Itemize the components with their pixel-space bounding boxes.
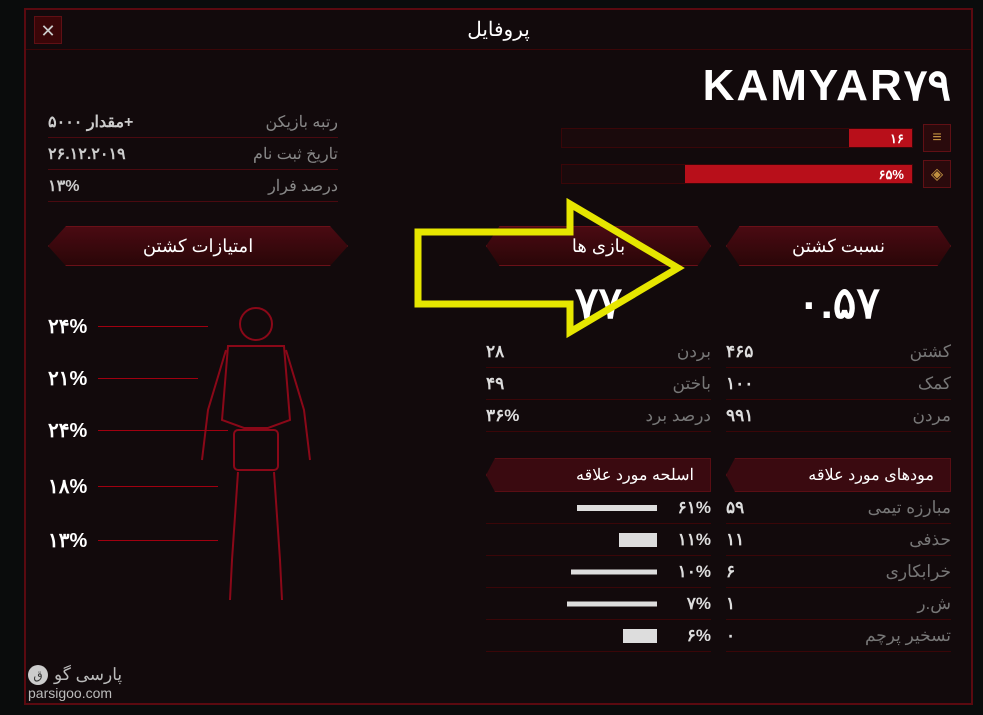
stat-row: ش.ر ۱ (726, 588, 951, 620)
hit-line (98, 430, 228, 431)
games-count-value: ۷۷ (486, 278, 711, 329)
weapon-pct: ۶% (667, 626, 711, 646)
info-row: درصد فرار ۱۳% (48, 170, 338, 202)
info-row: تاریخ ثبت نام ۲۶.۱۲.۲۰۱۹ (48, 138, 338, 170)
info-label: درصد فرار (268, 176, 338, 196)
xp-row: ◈ ۶۵% (561, 156, 951, 192)
stat-value: ۶ (726, 562, 735, 582)
kill-stats: کشتن ۴۶۵کمک ۱۰۰مردن ۹۹۱ (726, 336, 951, 432)
hit-line (98, 326, 208, 327)
title-bar: پروفایل ✕ (26, 10, 971, 50)
hit-pct: ۱۳% (48, 528, 87, 553)
hit-pct: ۲۴% (48, 314, 87, 339)
xp-bar: ۱۶ (561, 128, 913, 148)
stat-row: تسخیر پرچم ۰ (726, 620, 951, 652)
xp-row: ≡ ۱۶ (561, 120, 951, 156)
stat-label: تسخیر پرچم (865, 626, 951, 646)
weapon-pct: ۶۱% (667, 498, 711, 518)
stat-value: ۱۰۰ (726, 374, 753, 394)
stat-value: ۱۱ (726, 530, 744, 550)
weapon-icon (486, 531, 657, 549)
info-row: رتبه بازیکن +مقدار ۵۰۰۰ (48, 106, 338, 138)
weapon-pct: ۱۱% (667, 530, 711, 550)
stat-value: ۵۹ (726, 498, 744, 518)
watermark: قپارسی گو parsigoo.com (28, 665, 122, 701)
fav-weapons-list: ۶۱% ۱۱% ۱۰% ۷% ۶% (486, 492, 711, 652)
stat-label: کمک (918, 374, 951, 394)
weapon-icon (486, 627, 657, 645)
stat-label: کشتن (910, 342, 951, 362)
profile-panel: پروفایل ✕ KAMYAR۷۹ ≡ ۱۶ ◈ ۶۵% رتبه بازیک… (24, 8, 973, 705)
close-button[interactable]: ✕ (34, 16, 62, 44)
player-name: KAMYAR۷۹ (703, 60, 951, 111)
hit-pct: ۱۸% (48, 474, 87, 499)
stat-label: مردن (912, 406, 951, 426)
stat-value: ۳۶% (486, 406, 519, 426)
title: پروفایل (467, 17, 530, 42)
xp-label: ۶۵% (878, 165, 904, 185)
stat-row: خرابکاری ۶ (726, 556, 951, 588)
hit-line (98, 540, 218, 541)
info-value: +مقدار ۵۰۰۰ (48, 112, 133, 132)
hit-pct: ۲۴% (48, 418, 87, 443)
stat-label: حذفی (909, 530, 951, 550)
stat-value: ۹۹۱ (726, 406, 753, 426)
stat-label: مبارزه تیمی (868, 498, 951, 518)
tab-fav-modes: مودهای مورد علاقه (726, 458, 951, 492)
game-stats: بردن ۲۸باختن ۴۹درصد برد ۳۶% (486, 336, 711, 432)
tab-games[interactable]: بازی ها (486, 226, 711, 266)
stat-value: ۴۹ (486, 374, 504, 394)
rank-icon: ≡ (923, 124, 951, 152)
stat-row: کشتن ۴۶۵ (726, 336, 951, 368)
hit-line (98, 486, 218, 487)
watermark-icon: ق (28, 665, 48, 685)
stat-value: ۰ (726, 626, 735, 646)
info-label: رتبه بازیکن (265, 112, 338, 132)
stat-row: بردن ۲۸ (486, 336, 711, 368)
weapon-icon (486, 595, 657, 613)
weapon-row: ۱۱% (486, 524, 711, 556)
stat-label: ش.ر (917, 594, 951, 614)
stat-row: کمک ۱۰۰ (726, 368, 951, 400)
stat-value: ۲۸ (486, 342, 504, 362)
stat-row: حذفی ۱۱ (726, 524, 951, 556)
xp-bars: ≡ ۱۶ ◈ ۶۵% (561, 120, 951, 192)
rank-icon: ◈ (923, 160, 951, 188)
stat-label: درصد برد (645, 406, 711, 426)
hit-distribution: ۲۴% ۲۱% ۲۴% ۱۸% ۱۳% (48, 300, 348, 670)
stat-label: خرابکاری (886, 562, 951, 582)
fav-modes-list: مبارزه تیمی ۵۹حذفی ۱۱خرابکاری ۶ش.ر ۱تسخی… (726, 492, 951, 652)
stat-value: ۴۶۵ (726, 342, 753, 362)
weapon-icon (486, 563, 657, 581)
xp-bar: ۶۵% (561, 164, 913, 184)
tab-fav-weapons: اسلحه مورد علاقه (486, 458, 711, 492)
stat-label: باختن (673, 374, 712, 394)
xp-label: ۱۶ (890, 129, 904, 149)
hit-pct: ۲۱% (48, 366, 87, 391)
stat-row: درصد برد ۳۶% (486, 400, 711, 432)
body-figure (168, 300, 338, 620)
weapon-pct: ۷% (667, 594, 711, 614)
stat-value: ۱ (726, 594, 735, 614)
stat-row: مبارزه تیمی ۵۹ (726, 492, 951, 524)
weapon-row: ۷% (486, 588, 711, 620)
stat-label: بردن (677, 342, 711, 362)
weapon-row: ۶% (486, 620, 711, 652)
hit-line (98, 378, 198, 379)
info-value: ۲۶.۱۲.۲۰۱۹ (48, 144, 126, 164)
stat-row: باختن ۴۹ (486, 368, 711, 400)
tab-kill-points[interactable]: امتیازات کشتن (48, 226, 348, 266)
info-label: تاریخ ثبت نام (253, 144, 338, 164)
tab-kill-ratio[interactable]: نسبت کشتن (726, 226, 951, 266)
weapon-row: ۶۱% (486, 492, 711, 524)
weapon-pct: ۱۰% (667, 562, 711, 582)
info-value: ۱۳% (48, 176, 79, 196)
stat-row: مردن ۹۹۱ (726, 400, 951, 432)
weapon-row: ۱۰% (486, 556, 711, 588)
kill-ratio-value: ۰.۵۷ (726, 278, 951, 329)
weapon-icon (486, 499, 657, 517)
player-info: رتبه بازیکن +مقدار ۵۰۰۰تاریخ ثبت نام ۲۶.… (48, 106, 338, 202)
